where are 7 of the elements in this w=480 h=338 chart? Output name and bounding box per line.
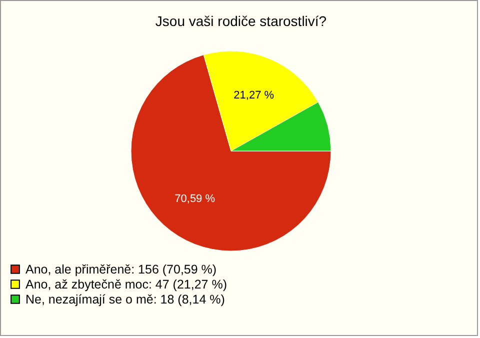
legend-label: Ne, nezajímají se o mě: 18 (8,14 %) bbox=[26, 292, 225, 306]
legend-label: Ano, ale přiměřeně: 156 (70,59 %) bbox=[26, 262, 217, 276]
data-label: 21,27 % bbox=[234, 90, 274, 102]
pie-slice bbox=[130, 54, 332, 252]
data-label: 70,59 % bbox=[174, 192, 216, 205]
legend-label: Ano, až zbytečně moc: 47 (21,27 %) bbox=[26, 277, 227, 292]
chart-title: Jsou vaši rodiče starostliví? bbox=[155, 13, 327, 29]
